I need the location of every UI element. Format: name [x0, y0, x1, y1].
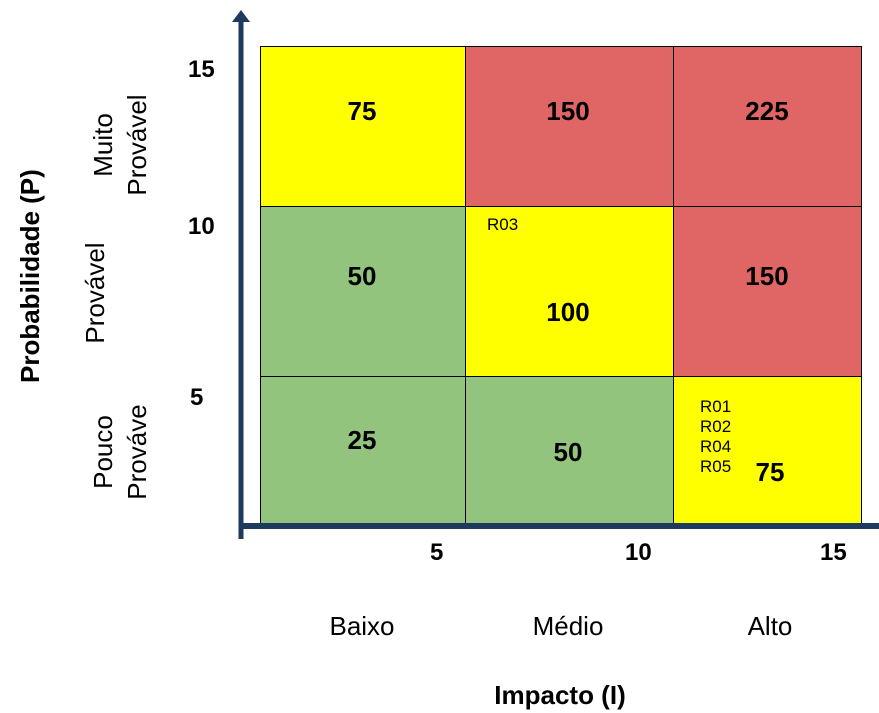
risk-label: R01 — [700, 397, 732, 416]
x-axis-title: Impacto (I) — [494, 680, 626, 710]
cell-value: 75 — [347, 96, 377, 126]
y-tick-label: 5 — [190, 384, 204, 411]
cell-value: 75 — [755, 457, 785, 487]
cell-value: 225 — [745, 96, 789, 126]
risk-label: R02 — [700, 417, 732, 436]
heatmap-cell — [673, 206, 862, 377]
risk-list: R03 — [487, 215, 518, 235]
heatmap-cell — [465, 376, 674, 524]
heatmap-cell — [465, 46, 674, 207]
cell-value: 50 — [347, 261, 377, 291]
y-tick-label: 10 — [188, 213, 215, 240]
cell-value: 150 — [546, 96, 590, 126]
cell-value: 150 — [745, 261, 789, 291]
x-tick-label: 5 — [430, 539, 444, 566]
cell-value: 50 — [553, 437, 583, 467]
x-category-label: Médio — [532, 611, 604, 641]
cell-value: 25 — [347, 425, 377, 455]
risk-label: R04 — [700, 437, 732, 456]
x-category-label: Alto — [747, 611, 793, 641]
heatmap-cell — [673, 376, 862, 524]
y-tick-label: 15 — [188, 56, 215, 83]
risk-label: R05 — [700, 457, 732, 476]
risk-label: R03 — [487, 215, 519, 234]
x-tick-label: 10 — [625, 539, 652, 566]
cell-value: 100 — [546, 297, 590, 327]
x-category-label: Baixo — [329, 611, 395, 641]
heatmap-cell — [260, 376, 466, 524]
x-tick-label: 15 — [820, 539, 847, 566]
risk-list: R01 R02 R04 R05 — [700, 397, 731, 477]
